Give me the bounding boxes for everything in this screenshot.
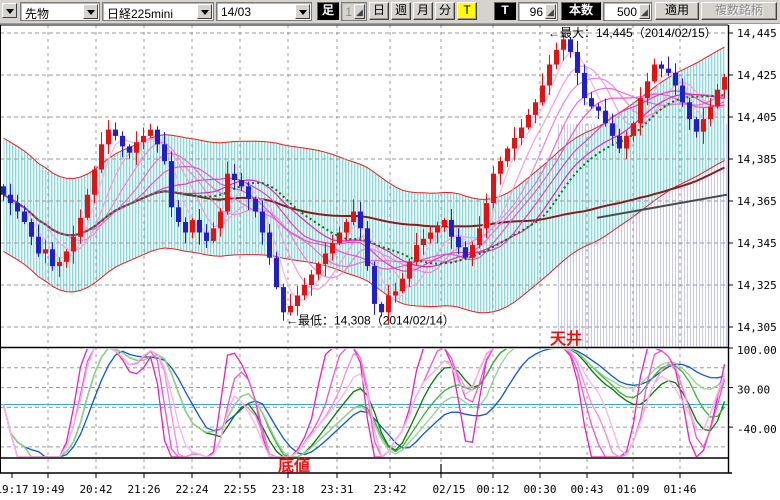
chevron-down-icon[interactable]	[83, 4, 98, 19]
spinner-icon[interactable]: ◢	[639, 4, 650, 19]
svg-text:02/15: 02/15	[432, 483, 465, 496]
bar-type-button[interactable]: 足	[317, 2, 339, 20]
category-combobox[interactable]: 先物	[20, 2, 100, 21]
period-button-分[interactable]: 分	[435, 2, 455, 20]
svg-text:19:17: 19:17	[0, 483, 29, 496]
svg-text:23:31: 23:31	[320, 483, 353, 496]
period-button-T[interactable]: T	[457, 2, 477, 20]
svg-text:22:24: 22:24	[175, 483, 208, 496]
tick-count-stepper[interactable]: 96 ◢	[518, 2, 558, 21]
chevron-down-icon[interactable]	[197, 4, 212, 19]
spinner-icon[interactable]: ◢	[545, 4, 556, 19]
bar-count-value: 500	[616, 5, 637, 19]
svg-text:23:42: 23:42	[373, 483, 406, 496]
svg-text:14,425: 14,425	[737, 69, 777, 82]
svg-text:22:55: 22:55	[223, 483, 256, 496]
oscillator-pink-8	[2, 349, 726, 457]
bar-count-label-button[interactable]: 本数	[561, 2, 601, 20]
contract-month-combobox[interactable]: 14/03	[216, 2, 312, 21]
candlestick-layer	[1, 33, 727, 325]
oscillator-pink-17	[2, 349, 726, 457]
chart-area[interactable]: 14,445 14,425 14,405 14,385 14,365 14,345 14,3…	[0, 24, 780, 500]
period-button-週[interactable]: 週	[391, 2, 411, 20]
svg-text:14,405: 14,405	[737, 111, 777, 124]
svg-text:23:18: 23:18	[271, 483, 304, 496]
history-dropdown-button[interactable]	[2, 3, 17, 18]
bar-count-stepper[interactable]: 500 ◢	[603, 2, 652, 21]
svg-text:100.00: 100.00	[737, 344, 777, 357]
oscillator-green-40	[2, 349, 725, 457]
bar-interval-stepper[interactable]: 1 ◢	[341, 2, 367, 21]
spinner-icon[interactable]: ◢	[354, 4, 365, 19]
svg-text:14,345: 14,345	[737, 237, 777, 250]
svg-text:20:42: 20:42	[79, 483, 112, 496]
max-price-annotation: ←最大：14,445（2014/02/15）	[548, 26, 717, 40]
oscillator-blue-60	[2, 349, 725, 457]
svg-text:01:09: 01:09	[616, 483, 649, 496]
min-price-annotation: ←最低：14,308（2014/02/14）	[286, 314, 455, 328]
symbol-value: 日経225mini	[107, 7, 174, 21]
svg-text:01:46: 01:46	[663, 483, 696, 496]
chevron-down-icon	[6, 9, 14, 18]
tick-mode-button[interactable]: T	[494, 2, 516, 20]
svg-text:00:12: 00:12	[476, 483, 509, 496]
trend-line	[596, 193, 728, 219]
svg-text:21:26: 21:26	[127, 483, 160, 496]
annotation-layer: ←最大：14,445（2014/02/15） ←最低：14,308（2014/02…	[278, 26, 717, 475]
bottom-annotation: 底値	[278, 456, 310, 475]
svg-text:14,365: 14,365	[737, 195, 777, 208]
svg-text:14,325: 14,325	[737, 279, 777, 292]
svg-text:30.00: 30.00	[737, 384, 770, 397]
svg-text:14,385: 14,385	[737, 153, 777, 166]
svg-text:14,305: 14,305	[737, 321, 777, 334]
oscillator-panel	[0, 349, 728, 457]
multi-symbol-button[interactable]: 複数銘柄	[701, 2, 777, 20]
contract-month-value: 14/03	[221, 5, 252, 19]
chevron-down-icon[interactable]	[295, 4, 310, 19]
category-value: 先物	[25, 7, 50, 21]
period-button-日[interactable]: 日	[369, 2, 389, 20]
period-button-月[interactable]: 月	[413, 2, 433, 20]
tick-count-value: 96	[529, 5, 543, 19]
svg-text:00:30: 00:30	[523, 483, 556, 496]
ceiling-annotation: 天井	[550, 329, 582, 348]
apply-button[interactable]: 適用	[655, 2, 699, 20]
svg-text:00:43: 00:43	[570, 483, 603, 496]
svg-text:19:49: 19:49	[31, 483, 64, 496]
svg-text:14,445: 14,445	[737, 27, 777, 40]
symbol-combobox[interactable]: 日経225mini	[102, 2, 214, 21]
bar-interval-value: 1	[345, 5, 352, 19]
svg-text:-40.00: -40.00	[737, 423, 777, 436]
axis-layer: 14,445 14,425 14,405 14,385 14,365 14,345 14,3…	[0, 24, 777, 496]
